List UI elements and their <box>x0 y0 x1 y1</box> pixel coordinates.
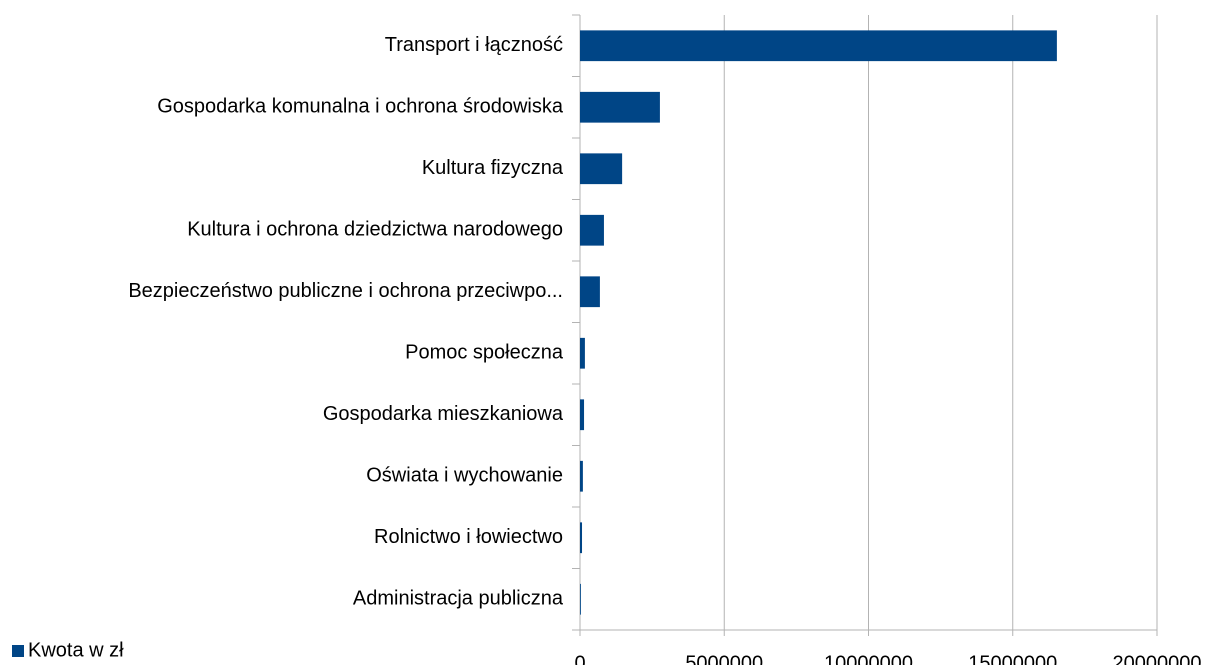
y-tick-label: Kultura i ochrona dziedzictwa narodowego <box>187 219 563 241</box>
y-tick-label: Transport i łączność <box>385 34 563 56</box>
bar <box>580 337 585 369</box>
y-tick-label: Rolnictwo i łowiectwo <box>374 526 563 548</box>
x-tick-label: 5000000 <box>685 652 763 665</box>
y-tick-label: Oświata i wychowanie <box>366 465 563 487</box>
x-tick-label: 0 <box>574 652 585 665</box>
legend-label: Kwota w zł <box>28 639 124 661</box>
bar <box>580 399 585 431</box>
legend-swatch <box>12 645 24 657</box>
y-tick-label: Kultura fizyczna <box>422 157 564 179</box>
bar <box>580 583 581 615</box>
bar <box>580 522 583 554</box>
bar <box>580 30 1057 62</box>
x-tick-label: 15000000 <box>968 652 1057 665</box>
bar <box>580 153 623 185</box>
bar <box>580 91 660 123</box>
x-tick-label: 20000000 <box>1113 652 1202 665</box>
y-tick-label: Gospodarka komunalna i ochrona środowisk… <box>157 96 564 118</box>
y-tick-label: Bezpieczeństwo publiczne i ochrona przec… <box>128 280 563 302</box>
y-tick-label: Gospodarka mieszkaniowa <box>323 403 564 425</box>
y-tick-label: Pomoc społeczna <box>405 342 564 364</box>
bar <box>580 276 600 308</box>
bar <box>580 214 604 246</box>
y-tick-label: Administracja publiczna <box>353 588 564 610</box>
bar <box>580 460 583 492</box>
x-tick-label: 10000000 <box>824 652 913 665</box>
